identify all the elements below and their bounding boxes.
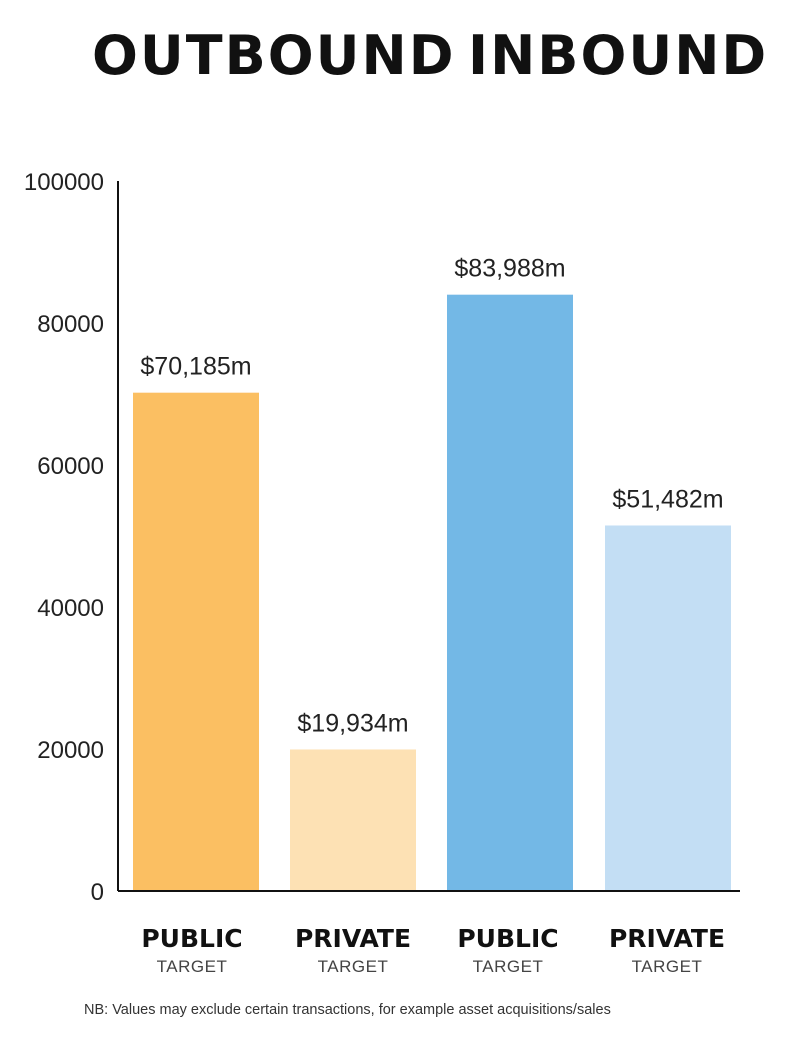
y-tick-label-40000: 40000 <box>37 595 104 622</box>
bar-2 <box>290 749 416 891</box>
data-label-3: $83,988m <box>454 255 565 283</box>
y-tick-label-100000: 100000 <box>24 169 104 196</box>
y-tick-label-80000: 80000 <box>37 311 104 338</box>
data-label-1: $70,185m <box>140 353 251 381</box>
category-label-3: PUBLIC <box>457 924 558 953</box>
category-sublabel-1: TARGET <box>157 957 228 976</box>
category-sublabel-3: TARGET <box>473 957 544 976</box>
category-sublabel-2: TARGET <box>318 957 389 976</box>
footnote: NB: Values may exclude certain transacti… <box>84 1002 611 1018</box>
category-label-2: PRIVATE <box>295 924 411 953</box>
bar-3 <box>447 294 573 892</box>
outbound-heading: OUTBOUND <box>92 24 456 87</box>
bar-1 <box>133 392 259 891</box>
y-tick-label-20000: 20000 <box>37 737 104 764</box>
category-label-4: PRIVATE <box>609 924 725 953</box>
bar-chart: 0 20000 40000 60000 80000 100000 $70,185m $19,9… <box>24 169 740 976</box>
category-label-1: PUBLIC <box>141 924 242 953</box>
data-label-4: $51,482m <box>612 485 723 513</box>
data-label-2: $19,934m <box>297 709 408 737</box>
category-sublabel-4: TARGET <box>632 957 703 976</box>
inbound-heading: INBOUND <box>468 24 769 87</box>
y-tick-label-0: 0 <box>91 879 104 906</box>
bar-4 <box>605 525 731 891</box>
y-tick-label-60000: 60000 <box>37 453 104 480</box>
